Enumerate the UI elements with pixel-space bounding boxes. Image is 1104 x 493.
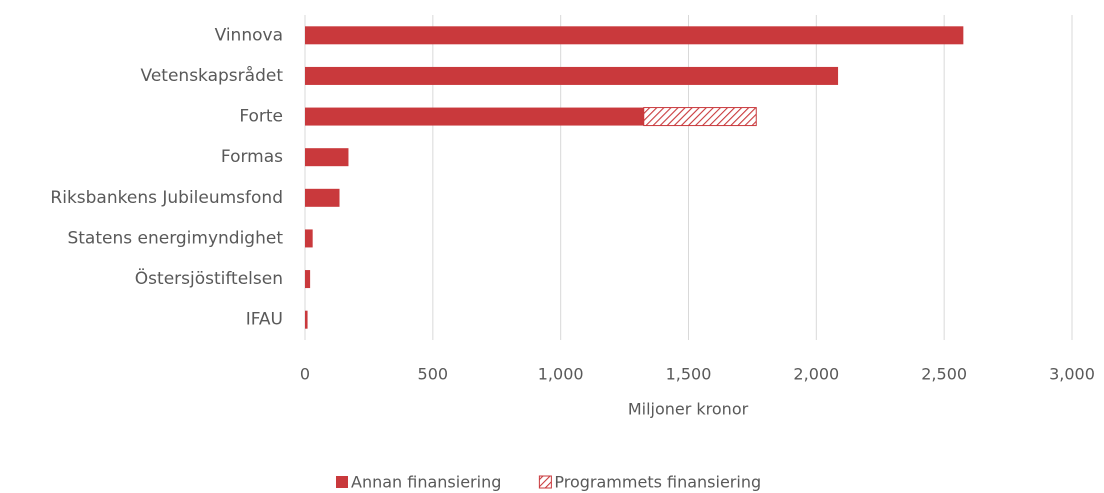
legend-label: Programmets finansiering xyxy=(554,473,761,492)
category-label: Forte xyxy=(239,107,283,127)
x-tick-label: 2,500 xyxy=(921,365,967,384)
bar xyxy=(305,229,313,248)
category-label: Formas xyxy=(221,147,283,167)
legend-swatch xyxy=(336,476,348,488)
x-tick-label: 1,000 xyxy=(538,365,584,384)
bar xyxy=(305,66,839,85)
legend-label: Annan finansiering xyxy=(351,473,501,492)
bar xyxy=(305,26,964,45)
category-label: Statens energimyndighet xyxy=(67,228,283,248)
bar xyxy=(305,310,308,329)
bar xyxy=(643,107,757,127)
category-label: Vetenskapsrådet xyxy=(141,65,284,86)
category-label: IFAU xyxy=(246,310,283,330)
legend-swatch xyxy=(538,475,552,489)
x-tick-label: 1,500 xyxy=(666,365,712,384)
category-label: Riksbankens Jubileumsfond xyxy=(50,188,283,208)
x-axis-label: Miljoner kronor xyxy=(628,400,749,419)
bar xyxy=(305,148,349,167)
x-tick-label: 3,000 xyxy=(1049,365,1095,384)
category-label: Vinnova xyxy=(215,25,283,45)
x-tick-label: 500 xyxy=(418,365,449,384)
x-tick-label: 2,000 xyxy=(793,365,839,384)
x-tick-label: 0 xyxy=(300,365,310,384)
category-label: Östersjöstiftelsen xyxy=(135,267,283,289)
bar xyxy=(305,188,340,207)
bar xyxy=(305,107,644,126)
bar xyxy=(305,270,311,289)
